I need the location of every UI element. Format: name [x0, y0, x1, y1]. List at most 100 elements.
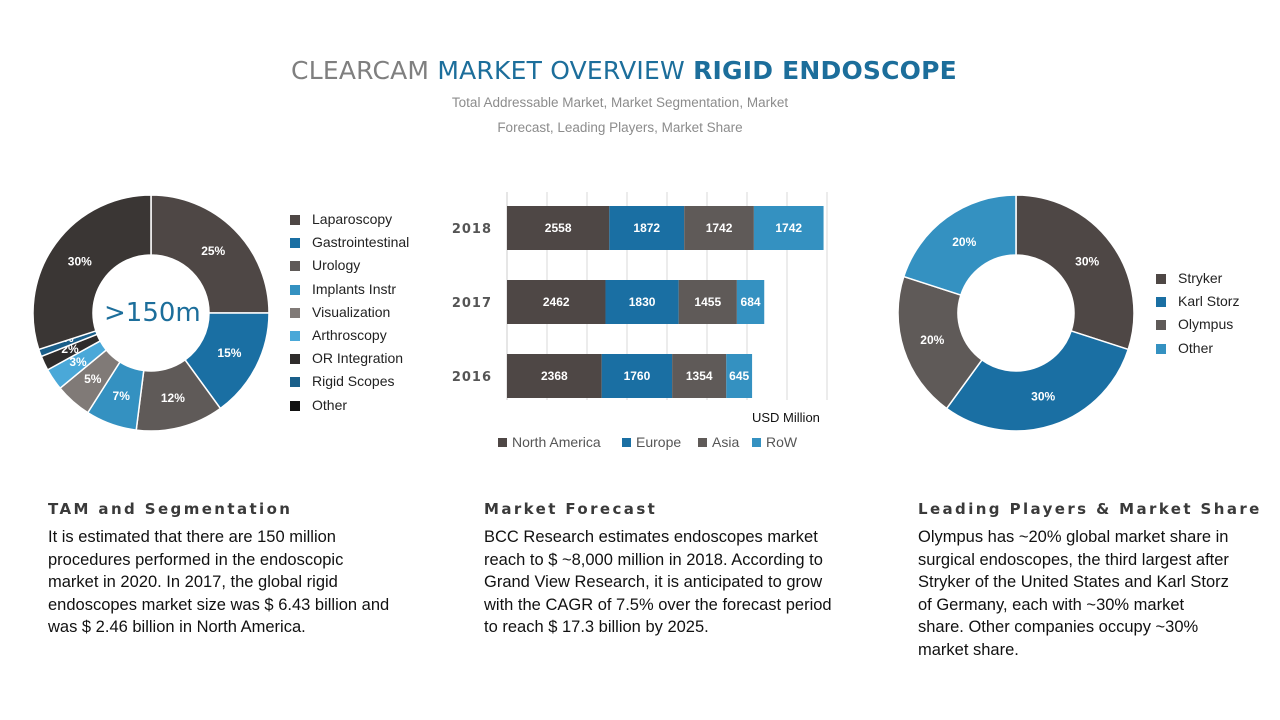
forecast-text-line: to reach $ 17.3 billion by 2025.: [484, 618, 709, 636]
forecast-data-label: 1742: [775, 221, 802, 235]
forecast-legend-label: North America: [512, 434, 601, 450]
forecast-legend-swatch: [498, 438, 507, 447]
market-share-legend-label: Olympus: [1178, 316, 1234, 333]
market-share-legend-swatch: [1156, 320, 1166, 331]
tam-text-line: It is estimated that there are 150 milli…: [48, 528, 336, 546]
market-share-slice: [902, 194, 1017, 297]
forecast-legend-label: Europe: [636, 434, 682, 450]
players-text-line: surgical endoscopes, the third largest a…: [918, 550, 1229, 569]
market-share-legend-swatch: [1156, 297, 1166, 308]
forecast-data-label: 2368: [541, 369, 568, 383]
segmentation-data-label: 3%: [69, 355, 87, 369]
forecast-text-line: reach to $ ~8,000 million in 2018. Accor…: [484, 550, 823, 569]
segmentation-data-label: 25%: [201, 244, 225, 258]
forecast-section-title: Market Forecast: [484, 500, 658, 518]
segmentation-legend-swatch: [290, 331, 300, 341]
players-section-text: Olympus has ~20% global market share in s…: [918, 526, 1229, 661]
segmentation-data-label: 30%: [68, 254, 92, 268]
players-text-line: of Germany, each with ~30% market: [918, 595, 1185, 614]
segmentation-legend-swatch: [290, 238, 300, 249]
forecast-bar: [605, 280, 679, 324]
subtitle-line-2: Forecast, Leading Players, Market Share: [497, 120, 743, 135]
segmentation-slice: [150, 194, 270, 314]
forecast-section-text: BCC Research estimates endoscopes market…: [484, 526, 832, 639]
forecast-category-label: 2018: [452, 222, 492, 237]
segmentation-legend-label: Implants Instr: [312, 280, 397, 297]
segmentation-legend-swatch: [290, 354, 300, 365]
forecast-bar: [736, 280, 765, 324]
forecast-bar: [684, 206, 754, 250]
forecast-bar: [726, 354, 753, 398]
title-middle: MARKET OVERVIEW: [437, 56, 685, 85]
market-share-data-label: 20%: [920, 333, 944, 347]
segmentation-legend-swatch: [290, 377, 300, 388]
market-share-slice: [945, 329, 1130, 432]
forecast-data-label: 2558: [545, 221, 572, 235]
players-text-line: market share.: [918, 640, 1019, 659]
market-share-slice: [897, 275, 983, 410]
forecast-text-line: Grand View Research, it is anticipated t…: [484, 573, 823, 591]
segmentation-legend-label: Arthroscopy: [312, 327, 387, 343]
forecast-category-label: 2017: [452, 296, 492, 311]
forecast-legend-swatch: [622, 438, 631, 447]
market-share-data-label: 20%: [952, 235, 976, 249]
title-product: RIGID ENDOSCOPE: [693, 56, 957, 85]
market-share-legend-label: Other: [1178, 339, 1214, 356]
forecast-data-label: 1872: [633, 221, 660, 235]
units-label: USD Million: [752, 410, 820, 425]
segmentation-legend-swatch: [290, 284, 300, 295]
market-share-legend-label: Stryker: [1178, 270, 1223, 286]
segmentation-legend-swatch: [290, 400, 300, 411]
market-share-legend-swatch: [1156, 274, 1166, 284]
tam-center-label: >150m: [104, 298, 201, 328]
forecast-legend-swatch: [698, 438, 707, 447]
tam-text-line: procedures performed in the endoscopic: [48, 550, 344, 569]
page-title: CLEARCAM MARKET OVERVIEW RIGID ENDOSCOPE: [0, 56, 1248, 85]
forecast-bar: [609, 206, 685, 250]
market-share-data-label: 30%: [1075, 254, 1099, 268]
players-text-line: share. Other companies occupy ~30%: [918, 618, 1199, 636]
forecast-bar: [753, 206, 824, 250]
forecast-bar: [672, 354, 727, 398]
segmentation-data-label: 12%: [161, 391, 185, 405]
forecast-bar: [507, 206, 610, 250]
tam-text-line: market in 2020. In 2017, the global rigi…: [48, 573, 338, 591]
segmentation-legend-label: Laparoscopy: [312, 211, 393, 227]
forecast-bar: [507, 280, 606, 324]
forecast-data-label: 1354: [686, 369, 713, 383]
forecast-data-label: 2462: [543, 295, 570, 309]
segmentation-legend-label: Gastrointestinal: [312, 234, 410, 251]
forecast-legend-label: RoW: [766, 434, 798, 450]
tam-text-line: was $ 2.46 billion in North America.: [48, 618, 306, 636]
market-share-data-label: 30%: [1031, 390, 1055, 404]
title-brand: CLEARCAM: [291, 56, 430, 85]
segmentation-legend-label: OR Integration: [312, 350, 404, 367]
forecast-bar: [601, 354, 673, 398]
players-section-title: Leading Players & Market Share: [918, 500, 1262, 518]
forecast-text-line: with the CAGR of 7.5% over the forecast …: [484, 595, 832, 614]
segmentation-legend-label: Rigid Scopes: [312, 373, 395, 390]
segmentation-legend-swatch: [290, 261, 300, 272]
forecast-category-label: 2016: [452, 370, 492, 385]
market-share-legend-swatch: [1156, 343, 1166, 354]
forecast-bar: [507, 354, 602, 398]
market-share-slice: [1015, 194, 1135, 351]
players-text-line: Olympus has ~20% global market share in: [918, 528, 1229, 546]
forecast-legend-swatch: [752, 438, 761, 447]
segmentation-legend-swatch: [290, 307, 300, 318]
forecast-data-label: 1760: [624, 369, 651, 383]
forecast-text-line: BCC Research estimates endoscopes market: [484, 528, 818, 546]
market-share-legend-label: Karl Storz: [1178, 293, 1240, 310]
segmentation-legend-label: Other: [312, 396, 348, 413]
forecast-legend-label: Asia: [712, 434, 740, 450]
forecast-data-label: 1742: [706, 221, 733, 235]
forecast-data-label: 684: [741, 295, 761, 309]
tam-section-title: TAM and Segmentation: [48, 500, 293, 518]
segmentation-data-label: 5%: [84, 372, 102, 386]
players-text-line: Stryker of the United States and Karl St…: [918, 573, 1229, 591]
forecast-data-label: 645: [729, 369, 749, 383]
segmentation-legend-label: Urology: [312, 257, 361, 274]
forecast-bar: [678, 280, 737, 324]
segmentation-data-label: 15%: [217, 346, 241, 360]
